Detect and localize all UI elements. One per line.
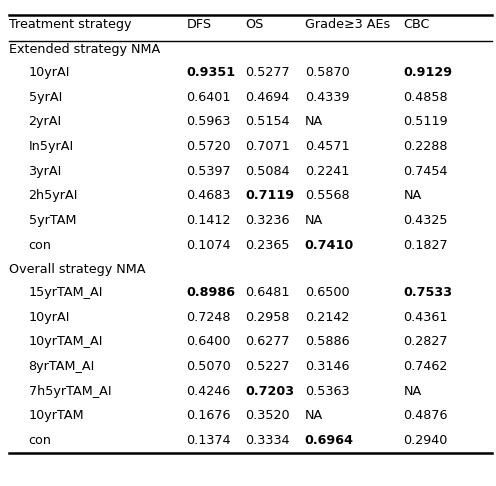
Text: NA: NA [403,190,422,202]
Text: Treatment strategy: Treatment strategy [9,18,131,31]
Text: 0.7410: 0.7410 [305,239,354,252]
Text: 0.4858: 0.4858 [403,91,448,104]
Text: 0.1412: 0.1412 [186,214,231,227]
Text: Overall strategy NMA: Overall strategy NMA [9,263,145,277]
Text: 0.2958: 0.2958 [246,311,290,324]
Text: 0.5568: 0.5568 [305,190,349,202]
Text: 10yrTAM_AI: 10yrTAM_AI [28,335,103,348]
Text: 0.2241: 0.2241 [305,165,349,178]
Text: 0.2365: 0.2365 [246,239,290,252]
Text: 0.6481: 0.6481 [246,286,290,299]
Text: 0.4339: 0.4339 [305,91,349,104]
Text: 0.8986: 0.8986 [186,286,235,299]
Text: 0.9351: 0.9351 [186,66,236,79]
Text: 0.3520: 0.3520 [246,409,290,422]
Text: 2yrAI: 2yrAI [28,116,62,128]
Text: 15yrTAM_AI: 15yrTAM_AI [28,286,103,299]
Text: 0.7119: 0.7119 [246,190,295,202]
Text: 0.5154: 0.5154 [246,116,290,128]
Text: 0.5119: 0.5119 [403,116,448,128]
Text: NA: NA [305,214,323,227]
Text: 0.7454: 0.7454 [403,165,448,178]
Text: 0.2940: 0.2940 [403,434,448,447]
Text: NA: NA [403,384,422,398]
Text: 0.5870: 0.5870 [305,66,350,79]
Text: 0.5363: 0.5363 [305,384,349,398]
Text: 0.1827: 0.1827 [403,239,448,252]
Text: 0.6401: 0.6401 [186,91,231,104]
Text: 0.5886: 0.5886 [305,335,349,348]
Text: 0.5084: 0.5084 [246,165,290,178]
Text: 5yrAI: 5yrAI [28,91,62,104]
Text: 5yrTAM: 5yrTAM [28,214,76,227]
Text: con: con [28,239,52,252]
Text: 0.4325: 0.4325 [403,214,448,227]
Text: 0.5720: 0.5720 [186,140,231,153]
Text: 0.4876: 0.4876 [403,409,448,422]
Text: 0.7203: 0.7203 [246,384,295,398]
Text: 0.1074: 0.1074 [186,239,231,252]
Text: 0.7248: 0.7248 [186,311,231,324]
Text: 0.4683: 0.4683 [186,190,231,202]
Text: 0.2288: 0.2288 [403,140,448,153]
Text: DFS: DFS [186,18,211,31]
Text: 0.6400: 0.6400 [186,335,231,348]
Text: 0.4694: 0.4694 [246,91,290,104]
Text: 0.2827: 0.2827 [403,335,448,348]
Text: 0.1676: 0.1676 [186,409,231,422]
Text: 0.5397: 0.5397 [186,165,231,178]
Text: con: con [28,434,52,447]
Text: 0.6277: 0.6277 [246,335,290,348]
Text: Extended strategy NMA: Extended strategy NMA [9,43,160,56]
Text: 0.7462: 0.7462 [403,360,448,373]
Text: 10yrAI: 10yrAI [28,311,70,324]
Text: CBC: CBC [403,18,430,31]
Text: 0.5070: 0.5070 [186,360,231,373]
Text: NA: NA [305,409,323,422]
Text: 0.7071: 0.7071 [246,140,290,153]
Text: Grade≥3 AEs: Grade≥3 AEs [305,18,390,31]
Text: 0.3146: 0.3146 [305,360,349,373]
Text: 10yrTAM: 10yrTAM [28,409,84,422]
Text: 0.7533: 0.7533 [403,286,452,299]
Text: OS: OS [246,18,264,31]
Text: 0.6964: 0.6964 [305,434,354,447]
Text: 0.5227: 0.5227 [246,360,290,373]
Text: 8yrTAM_AI: 8yrTAM_AI [28,360,95,373]
Text: In5yrAI: In5yrAI [28,140,74,153]
Text: 0.6500: 0.6500 [305,286,349,299]
Text: 0.9129: 0.9129 [403,66,452,79]
Text: 0.4361: 0.4361 [403,311,448,324]
Text: 0.2142: 0.2142 [305,311,349,324]
Text: 0.3236: 0.3236 [246,214,290,227]
Text: 7h5yrTAM_AI: 7h5yrTAM_AI [28,384,111,398]
Text: 0.3334: 0.3334 [246,434,290,447]
Text: 3yrAI: 3yrAI [28,165,62,178]
Text: 0.4571: 0.4571 [305,140,349,153]
Text: 0.5963: 0.5963 [186,116,231,128]
Text: 0.4246: 0.4246 [186,384,231,398]
Text: NA: NA [305,116,323,128]
Text: 0.1374: 0.1374 [186,434,231,447]
Text: 2h5yrAI: 2h5yrAI [28,190,78,202]
Text: 0.5277: 0.5277 [246,66,290,79]
Text: 10yrAI: 10yrAI [28,66,70,79]
